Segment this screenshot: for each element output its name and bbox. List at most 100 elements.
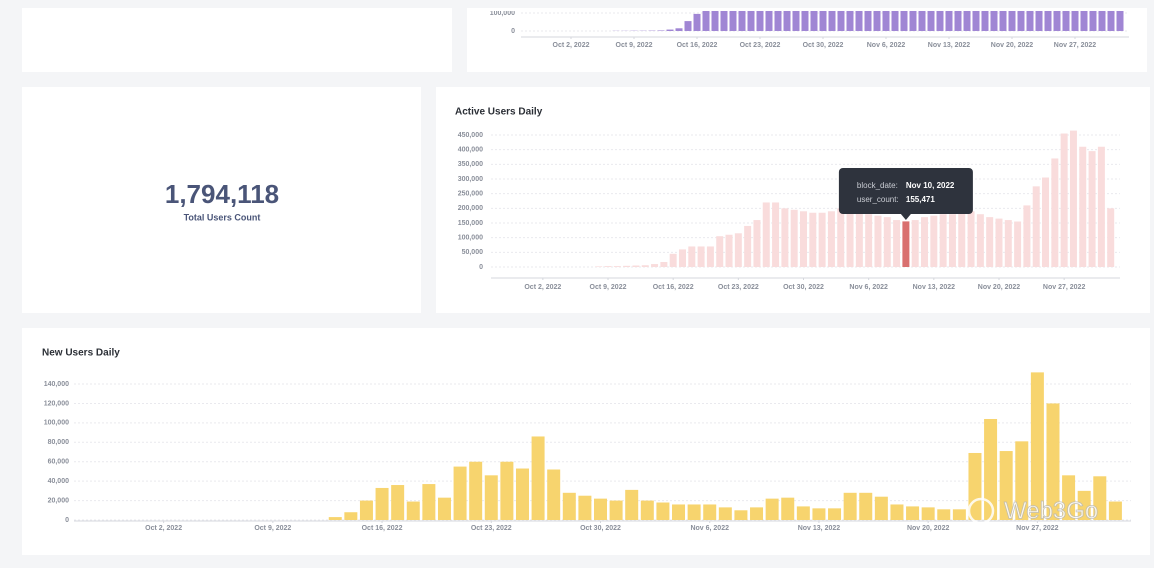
bar xyxy=(328,517,342,520)
bar xyxy=(893,220,901,267)
x-tick-label: Oct 16, 2022 xyxy=(362,525,403,532)
bar xyxy=(846,211,854,267)
bar xyxy=(725,234,733,267)
x-tick-label: Nov 20, 2022 xyxy=(978,284,1021,291)
x-tick-label: Nov 13, 2022 xyxy=(913,284,956,291)
bar xyxy=(515,468,529,520)
watermark-text: Web3Go xyxy=(1004,497,1098,524)
bar xyxy=(640,500,654,520)
y-tick-label: 60,000 xyxy=(48,459,70,466)
bar xyxy=(594,498,607,520)
x-tick-label: Nov 6, 2022 xyxy=(849,284,888,291)
x-tick-label: Oct 9, 2022 xyxy=(254,525,291,532)
bar xyxy=(756,11,764,31)
bar xyxy=(1046,403,1060,520)
bar xyxy=(859,492,873,520)
bar xyxy=(688,246,696,267)
y-tick-label: 50,000 xyxy=(462,249,484,256)
bar xyxy=(1062,11,1070,31)
bar xyxy=(578,495,592,520)
bar xyxy=(921,507,935,520)
bar xyxy=(954,11,962,31)
bar xyxy=(1079,146,1087,267)
y-tick-label: 300,000 xyxy=(458,176,483,183)
bar xyxy=(672,504,686,520)
bar xyxy=(865,214,873,267)
bar xyxy=(678,249,686,267)
bar xyxy=(781,208,789,267)
bar xyxy=(391,485,405,520)
bar xyxy=(720,11,728,32)
bar xyxy=(1014,221,1022,267)
chart: 0 20,000 40,000 60,000 80,000 100,000 120,000 1… xyxy=(44,372,1131,532)
chart: 0 50,000 100,000 150,000 200,000 250,000 300,0… xyxy=(458,130,1120,291)
bar xyxy=(1004,220,1012,267)
card xyxy=(22,8,452,72)
bar xyxy=(976,214,984,267)
bar xyxy=(1051,158,1059,267)
bar xyxy=(981,11,989,31)
x-tick-label: Oct 30, 2022 xyxy=(580,525,621,532)
tooltip-key: user_count: xyxy=(857,195,899,204)
bar xyxy=(827,211,835,267)
bar xyxy=(812,508,826,520)
bar xyxy=(855,11,863,31)
bar xyxy=(855,212,863,267)
bar xyxy=(595,266,603,267)
watermark: Web3Go xyxy=(967,497,1099,525)
bar xyxy=(1097,146,1105,267)
tooltip: block_date: Nov 10, 2022 user_count: 155,47… xyxy=(838,168,973,220)
bar xyxy=(660,262,668,267)
bar xyxy=(1044,11,1052,31)
bar xyxy=(963,11,971,31)
y-tick-label: 450,000 xyxy=(458,132,483,139)
bar xyxy=(1093,476,1107,520)
bar xyxy=(613,266,621,267)
y-tick-label: 20,000 xyxy=(48,497,70,504)
bar xyxy=(1023,205,1031,267)
bar xyxy=(936,11,944,31)
bar xyxy=(801,11,809,31)
bar xyxy=(469,461,483,520)
bar xyxy=(687,504,701,520)
bar xyxy=(711,11,719,31)
bar xyxy=(828,11,836,31)
bar xyxy=(800,211,807,267)
bar xyxy=(1017,11,1025,31)
bar xyxy=(921,217,929,267)
bar xyxy=(809,212,817,267)
bar xyxy=(547,469,561,520)
bar xyxy=(972,11,980,31)
bar xyxy=(1071,11,1079,32)
bar xyxy=(781,497,795,520)
bar xyxy=(697,246,705,267)
bar xyxy=(562,492,576,520)
x-tick-label: Oct 9, 2022 xyxy=(590,284,627,291)
bar xyxy=(1030,372,1044,520)
bar xyxy=(1062,475,1076,520)
bar xyxy=(819,11,827,32)
y-tick-label: 140,000 xyxy=(44,381,69,388)
bar xyxy=(1107,208,1115,267)
bar xyxy=(359,500,373,520)
bar xyxy=(909,11,917,31)
bar xyxy=(734,510,748,520)
bar xyxy=(818,212,826,267)
bar xyxy=(1060,133,1068,267)
bar xyxy=(828,508,842,520)
y-tick-label: 350,000 xyxy=(458,161,483,168)
bar xyxy=(1032,186,1040,267)
y-tick-label: 200,000 xyxy=(458,205,483,212)
bar xyxy=(984,418,998,520)
x-tick-label: Nov 20, 2022 xyxy=(907,525,950,532)
bar xyxy=(375,487,389,520)
chart-title: New Users Daily xyxy=(42,348,120,359)
y-tick-label: 400,000 xyxy=(458,147,483,154)
card xyxy=(436,87,1150,313)
y-tick-label: 0 xyxy=(511,28,515,35)
y-tick-label: 40,000 xyxy=(48,478,70,485)
kpi-value: 1,794,118 xyxy=(165,179,279,209)
bar xyxy=(641,265,649,267)
